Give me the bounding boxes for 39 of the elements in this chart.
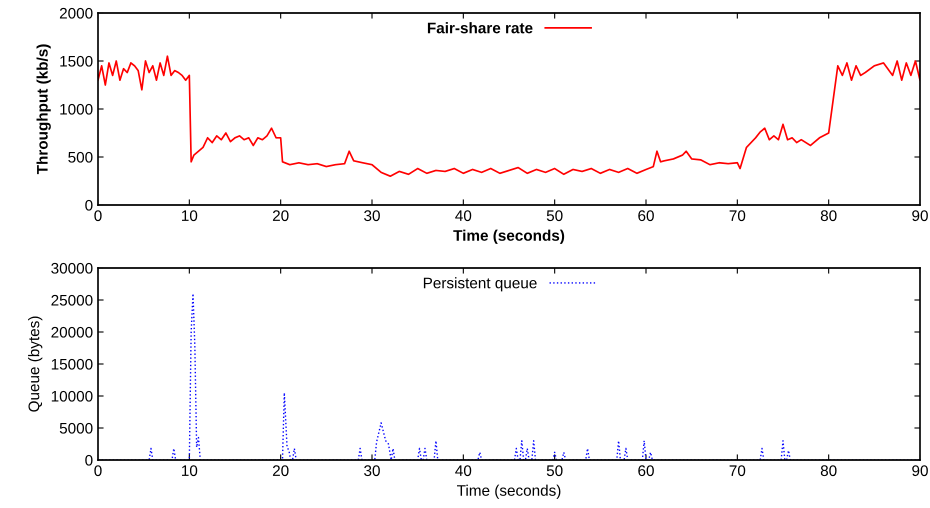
x-tick-label: 70 xyxy=(730,210,746,222)
y-tick-label: 1000 xyxy=(60,104,93,115)
y-tick-label: 30000 xyxy=(51,262,93,274)
x-tick-label: 40 xyxy=(455,210,472,222)
x-tick-label: 80 xyxy=(820,465,837,476)
x-tick-label: 50 xyxy=(546,210,563,222)
x-tick-label: 30 xyxy=(364,210,380,222)
x-tick-label: 60 xyxy=(638,210,654,222)
y-tick-label: 15000 xyxy=(52,358,93,370)
x-tick-label: 0 xyxy=(94,465,102,476)
x-tick-label: 20 xyxy=(272,210,289,222)
x-axis-title: Time (seconds) xyxy=(456,484,560,499)
line-series xyxy=(98,55,920,178)
x-tick-label: 30 xyxy=(364,465,380,476)
x-tick-label: 70 xyxy=(730,465,746,476)
y-tick-label: 25000 xyxy=(51,294,93,306)
y-tick-label: 10000 xyxy=(52,390,93,402)
y-axis-title: Throughput (kb/s) xyxy=(36,44,51,174)
x-tick-label: 60 xyxy=(638,465,654,476)
x-axis-title: Time (seconds) xyxy=(453,230,564,244)
x-tick-label: 10 xyxy=(182,465,198,476)
x-tick-label: 10 xyxy=(182,210,198,222)
y-tick-label: 0 xyxy=(85,454,93,466)
y-tick-label: 0 xyxy=(85,200,93,211)
y-tick-label: 2000 xyxy=(60,8,93,19)
x-tick-label: 20 xyxy=(272,465,289,476)
y-tick-label: 500 xyxy=(68,152,93,163)
legend-label: Persistent queue xyxy=(424,277,537,292)
y-tick-label: 1500 xyxy=(60,56,93,67)
x-tick-label: 40 xyxy=(455,465,472,476)
y-tick-label: 5000 xyxy=(60,422,93,434)
x-tick-label: 0 xyxy=(94,210,102,222)
x-tick-label: 50 xyxy=(546,465,563,476)
y-tick-label: 20000 xyxy=(51,326,93,338)
legend-label: Fair-share rate xyxy=(428,22,533,34)
y-axis-title: Queue (bytes) xyxy=(28,316,42,412)
x-tick-label: 80 xyxy=(820,210,837,222)
x-tick-label: 90 xyxy=(912,210,928,222)
x-tick-label: 90 xyxy=(912,465,928,476)
